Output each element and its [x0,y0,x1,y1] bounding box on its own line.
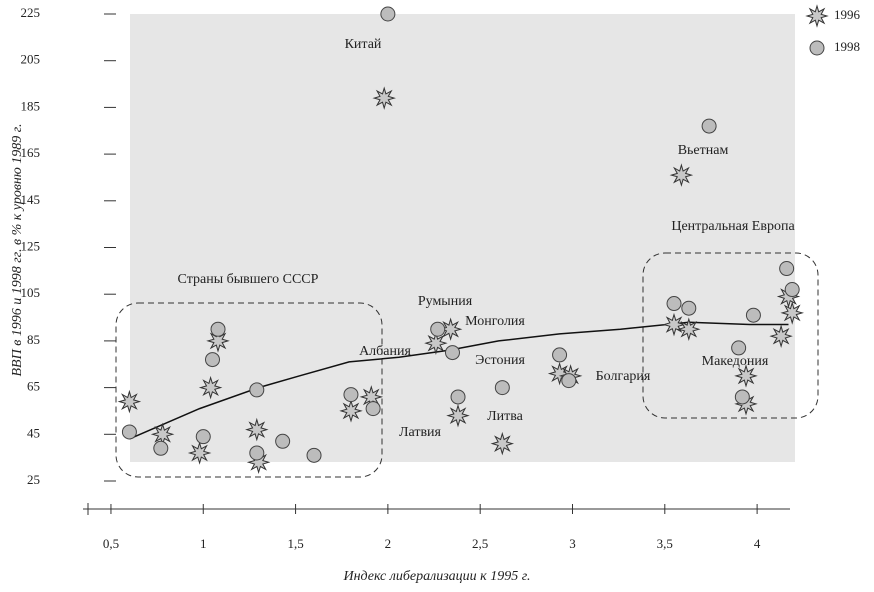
circle-point [204,352,220,368]
star-point [438,317,463,341]
star-point [187,441,212,465]
circle-point [195,429,211,445]
circle-point [731,340,747,356]
star-point [734,364,758,388]
circle-point [779,261,795,277]
annotation: Монголия [465,314,525,329]
y-tick-label: 25 [27,472,40,487]
circle-point [734,389,750,405]
circle-point [666,296,682,312]
x-tick-label: 3 [569,536,576,551]
x-tick-label: 1 [200,536,207,551]
star-point [117,389,142,414]
circle-point [275,433,291,449]
annotation: Страны бывшего СССР [178,272,319,287]
star-point [372,86,396,110]
star-point [677,317,701,341]
x-tick-label: 3,5 [657,536,673,551]
circle-point [552,347,568,363]
star-point [769,324,793,348]
y-axis-label: ВВП в 1996 и 1998 гг. в % к уровню 1989 … [10,123,25,376]
circle-point [121,424,137,440]
y-tick-label: 165 [21,145,41,160]
y-tick-label: 185 [21,98,41,113]
y-tick-label: 145 [21,192,41,207]
y-tick-label: 125 [21,238,41,253]
star-point [206,329,230,353]
circle-point [343,387,359,403]
annotation: Эстония [475,353,525,368]
star-point [198,375,223,400]
y-tick-label: 85 [27,332,40,347]
circle-point [249,445,265,461]
x-tick-label: 2 [385,536,392,551]
star-point [669,163,694,187]
circle-point [249,382,265,398]
x-tick-label: 2,5 [472,536,488,551]
y-tick-label: 45 [27,425,40,440]
star-point [446,403,470,428]
legend-marker [805,4,829,28]
y-tick-label: 105 [21,285,41,300]
y-tick-label: 205 [21,52,41,67]
annotation: Центральная Европа [671,219,795,234]
circle-point [365,401,381,417]
circle-point [430,321,446,337]
plot-background [130,14,795,462]
circle-point [210,321,226,337]
star-point [424,331,448,355]
annotation: Македония [702,354,769,369]
star-point [662,312,686,337]
x-axis-label: Индекс либерализации к 1995 г. [342,569,530,584]
annotation: Болгария [596,369,651,384]
group-box [642,252,819,419]
legend-label: 1996 [834,7,861,22]
circle-point [380,6,396,22]
annotation: Вьетнам [678,143,729,158]
x-tick-label: 1,5 [287,536,303,551]
star-point [245,417,269,442]
x-tick-label: 0,5 [103,536,119,551]
star-point [780,301,805,325]
star-point [490,431,515,456]
circle-point [701,118,717,134]
circle-point [444,345,460,361]
circle-point [494,380,510,396]
circle-point [450,389,466,405]
y-tick-label: 225 [21,5,41,20]
legend-marker [809,40,825,56]
circle-point [153,440,169,456]
y-tick-label: 65 [27,379,40,394]
annotation: Латвия [399,425,442,440]
x-tick-label: 4 [754,536,761,551]
annotation: Албания [359,344,411,359]
annotation: Китай [345,37,382,52]
circle-point [306,447,322,463]
circle-point [681,300,697,316]
circle-point [784,282,800,298]
star-point [339,399,363,423]
annotation: Румыния [418,294,473,309]
circle-point [561,373,577,389]
circle-point [745,307,761,323]
annotation: Литва [487,409,524,424]
legend-label: 1998 [834,39,860,54]
group-box [115,302,383,478]
